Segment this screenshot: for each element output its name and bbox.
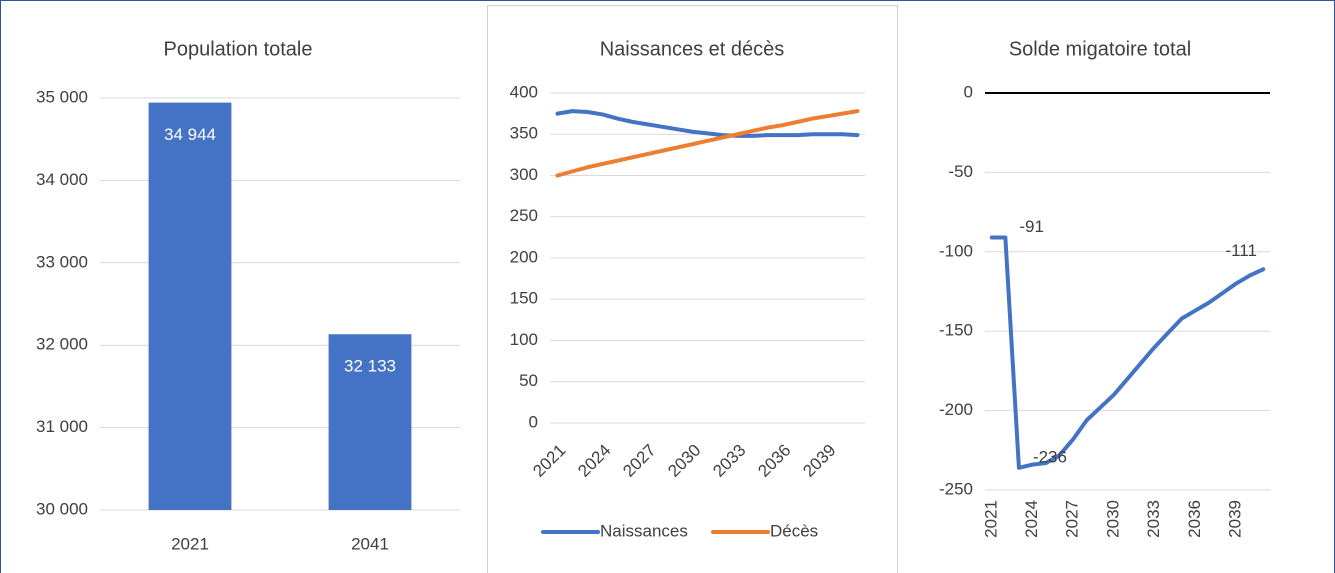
y-tick-label: 35 000 (36, 87, 88, 106)
chart-title: Population totale (163, 38, 312, 60)
y-tick-label: 33 000 (36, 252, 88, 271)
x-tick-label: 2021 (981, 500, 1000, 538)
data-label: 34 944 (164, 125, 216, 144)
y-tick-label: 150 (510, 289, 538, 308)
line-series (989, 235, 1266, 470)
y-tick-label: -150 (939, 321, 973, 340)
y-tick-label: -200 (939, 400, 973, 419)
y-tick-label: 32 000 (36, 335, 88, 354)
bar (328, 334, 412, 510)
x-tick-label: 2039 (1226, 500, 1245, 538)
y-tick-label: 300 (510, 165, 538, 184)
chart-title: Solde migatoire total (1009, 38, 1191, 60)
y-tick-label: 350 (510, 124, 538, 143)
data-label: -111 (1225, 241, 1257, 260)
x-tick-label: 2021 (529, 441, 569, 481)
x-tick-label: 2027 (1063, 500, 1082, 538)
y-tick-label: -250 (939, 479, 973, 498)
x-tick-label: 2030 (1103, 500, 1122, 538)
chart-title: Naissances et décès (600, 38, 785, 60)
y-tick-label: 30 000 (36, 499, 88, 518)
y-tick-label: 250 (510, 206, 538, 225)
y-tick-label: 0 (529, 412, 538, 431)
x-tick-label: 2041 (351, 534, 389, 553)
data-label: 32 133 (344, 357, 396, 376)
panel-border (487, 5, 898, 573)
y-tick-label: 34 000 (36, 170, 88, 189)
x-tick-label: 2024 (1022, 500, 1041, 538)
y-tick-label: 100 (510, 330, 538, 349)
x-tick-label: 2033 (1144, 500, 1163, 538)
x-tick-label: 2027 (619, 441, 659, 481)
x-tick-label: 2021 (171, 534, 209, 553)
line-series (555, 109, 860, 178)
x-tick-label: 2039 (799, 441, 839, 481)
y-tick-label: -100 (939, 241, 973, 260)
line-series (555, 109, 860, 138)
x-tick-label: 2036 (1185, 500, 1204, 538)
y-tick-label: 50 (519, 371, 538, 390)
y-tick-label: 200 (510, 247, 538, 266)
x-tick-label: 2030 (664, 441, 704, 481)
legend-label: Naissances (600, 521, 688, 540)
data-label: -236 (1033, 447, 1067, 466)
data-label: -91 (1019, 217, 1044, 236)
x-tick-label: 2033 (709, 441, 749, 481)
x-tick-label: 2024 (574, 441, 614, 481)
y-tick-label: 0 (964, 82, 973, 101)
legend-label: Décès (770, 521, 818, 540)
y-tick-label: 400 (510, 82, 538, 101)
x-tick-label: 2036 (754, 441, 794, 481)
y-tick-label: -50 (948, 162, 973, 181)
bar (148, 102, 232, 510)
y-tick-label: 31 000 (36, 417, 88, 436)
